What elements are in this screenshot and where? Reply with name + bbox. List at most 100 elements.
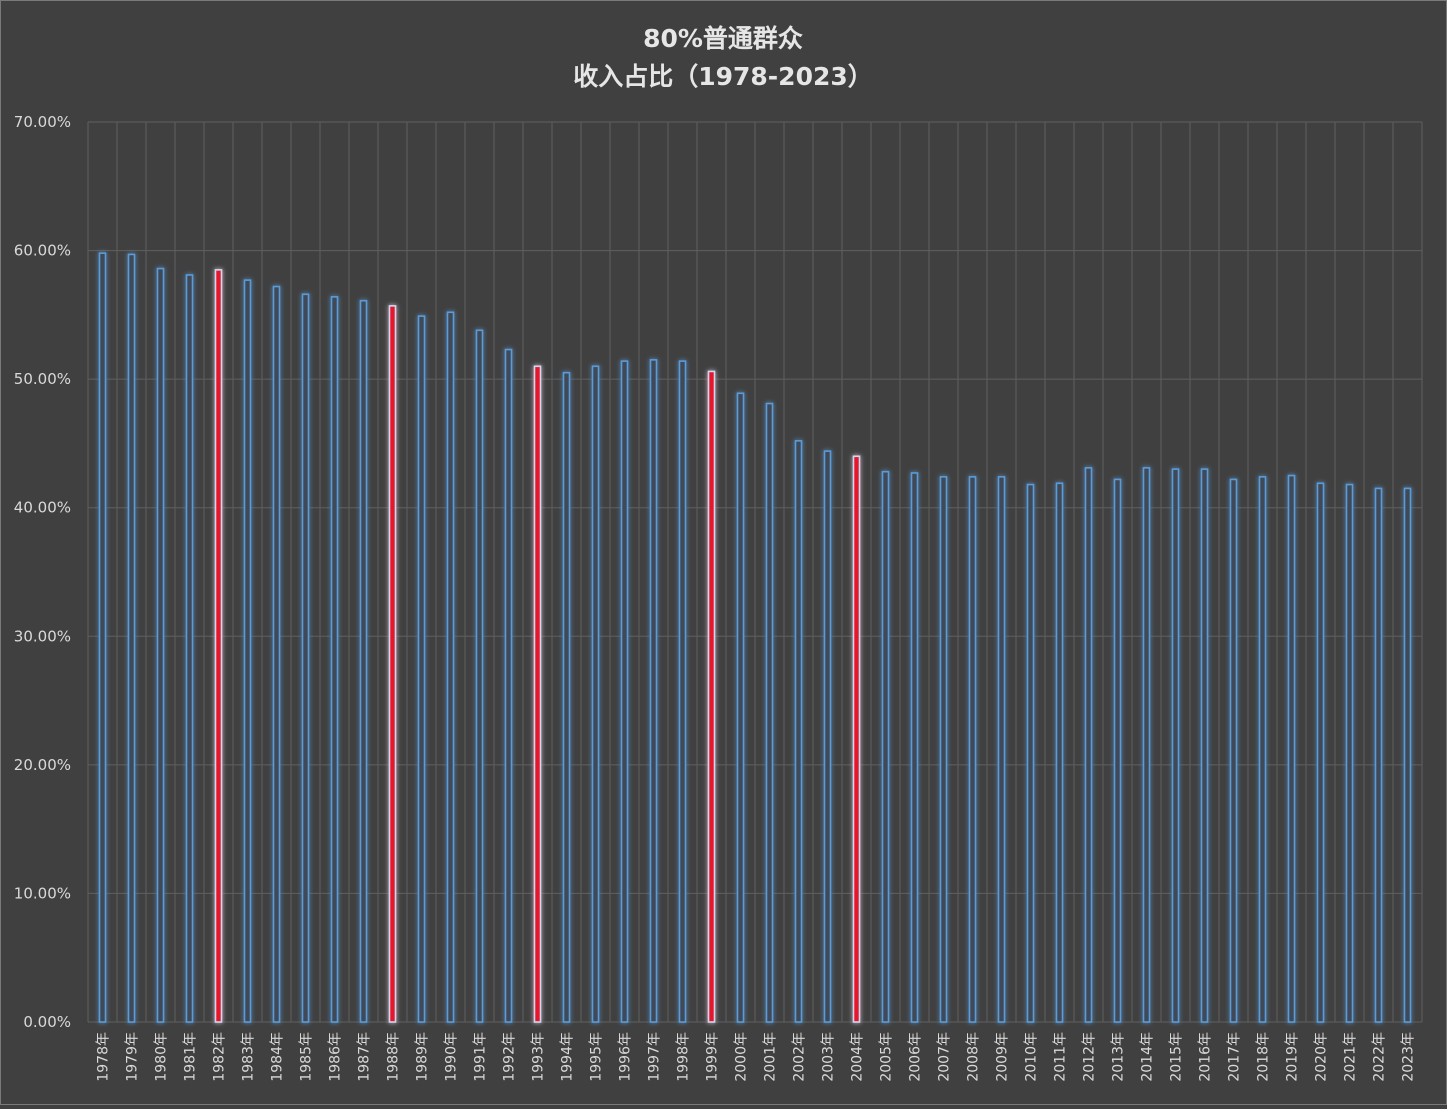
x-tick-label: 1988年	[386, 1032, 402, 1082]
x-tick-label: 1981年	[183, 1032, 199, 1082]
bar	[417, 315, 426, 1023]
bar	[562, 371, 571, 1023]
bar	[301, 293, 310, 1023]
x-tick-label: 1995年	[589, 1032, 605, 1082]
y-tick-label: 10.00%	[14, 884, 71, 902]
x-axis: 1978年 1979年 1980年 1981年 1982年 1983年 1984年 1985年…	[96, 1032, 1417, 1082]
x-tick-label: 1986年	[328, 1032, 344, 1082]
x-tick-label: 1993年	[531, 1032, 547, 1082]
bar	[1200, 468, 1209, 1023]
bar-highlighted	[707, 370, 716, 1023]
bar	[910, 472, 919, 1023]
x-tick-label: 2020年	[1314, 1032, 1330, 1082]
x-tick-label: 2021年	[1343, 1032, 1359, 1082]
x-tick-label: 1994年	[560, 1032, 576, 1082]
bar	[1113, 478, 1122, 1023]
bar	[678, 360, 687, 1023]
chart-title-line-2: 收入占比（1978-2023）	[573, 62, 873, 91]
bar	[591, 365, 600, 1023]
bar	[765, 402, 774, 1023]
bar	[1084, 467, 1093, 1023]
x-tick-label: 1980年	[154, 1032, 170, 1082]
x-tick-label: 2005年	[879, 1032, 895, 1082]
x-tick-label: 2010年	[1024, 1032, 1040, 1082]
bar	[1055, 482, 1064, 1023]
bar	[156, 267, 165, 1023]
x-tick-label: 2008年	[966, 1032, 982, 1082]
y-tick-label: 50.00%	[14, 370, 71, 388]
y-tick-label: 60.00%	[14, 242, 71, 260]
x-tick-label: 2000年	[734, 1032, 750, 1082]
bars	[98, 252, 1412, 1023]
x-tick-label: 2011年	[1053, 1032, 1069, 1082]
bar	[1403, 487, 1412, 1023]
x-tick-label: 2018年	[1256, 1032, 1272, 1082]
x-tick-label: 1991年	[473, 1032, 489, 1082]
bar-highlighted	[214, 269, 223, 1023]
bar	[823, 450, 832, 1023]
x-tick-label: 1992年	[502, 1032, 518, 1082]
x-tick-label: 1983年	[241, 1032, 257, 1082]
bar	[881, 470, 890, 1023]
y-tick-label: 30.00%	[14, 627, 71, 645]
x-tick-label: 2009年	[995, 1032, 1011, 1082]
bar	[446, 311, 455, 1023]
y-axis: 0.00% 10.00% 20.00% 30.00% 40.00% 50.00% 60.00…	[14, 113, 71, 1031]
y-tick-label: 20.00%	[14, 756, 71, 774]
bar-highlighted	[852, 455, 861, 1023]
y-tick-label: 40.00%	[14, 499, 71, 517]
bar	[185, 274, 194, 1023]
x-tick-label: 2016年	[1198, 1032, 1214, 1082]
bar	[1142, 467, 1151, 1023]
x-tick-label: 1998年	[676, 1032, 692, 1082]
bar	[968, 476, 977, 1023]
x-tick-label: 2015年	[1169, 1032, 1185, 1082]
y-tick-label: 70.00%	[14, 113, 71, 131]
x-tick-label: 2007年	[937, 1032, 953, 1082]
bar	[272, 285, 281, 1023]
bar-highlighted	[388, 305, 397, 1023]
bar	[649, 359, 658, 1023]
bar	[127, 253, 136, 1023]
x-tick-label: 2012年	[1082, 1032, 1098, 1082]
x-tick-label: 1982年	[212, 1032, 228, 1082]
x-tick-label: 1985年	[299, 1032, 315, 1082]
x-tick-label: 2013年	[1111, 1032, 1127, 1082]
x-tick-label: 2001年	[763, 1032, 779, 1082]
y-tick-label: 0.00%	[23, 1013, 71, 1031]
x-tick-label: 1990年	[444, 1032, 460, 1082]
bar	[475, 329, 484, 1023]
bar	[1258, 476, 1267, 1023]
bar	[243, 279, 252, 1023]
bar	[1287, 474, 1296, 1023]
x-tick-label: 1978年	[96, 1032, 112, 1082]
gridlines	[87, 121, 1423, 1023]
bar	[736, 392, 745, 1023]
bar	[98, 252, 107, 1023]
bar-highlighted	[533, 365, 542, 1023]
bar	[1171, 468, 1180, 1023]
x-tick-label: 2014年	[1140, 1032, 1156, 1082]
bar	[1026, 483, 1035, 1023]
x-tick-label: 1987年	[357, 1032, 373, 1082]
x-tick-label: 1997年	[647, 1032, 663, 1082]
x-tick-label: 1989年	[415, 1032, 431, 1082]
x-tick-label: 2022年	[1372, 1032, 1388, 1082]
bar	[1316, 482, 1325, 1023]
bar	[939, 476, 948, 1023]
bar	[1345, 483, 1354, 1023]
bar	[794, 440, 803, 1023]
bar	[1229, 478, 1238, 1023]
x-tick-label: 2017年	[1227, 1032, 1243, 1082]
bar	[330, 296, 339, 1023]
x-tick-label: 2002年	[792, 1032, 808, 1082]
x-tick-label: 2023年	[1401, 1032, 1417, 1082]
x-tick-label: 2006年	[908, 1032, 924, 1082]
bar	[620, 360, 629, 1023]
x-tick-label: 2003年	[821, 1032, 837, 1082]
bar	[504, 348, 513, 1023]
bar	[997, 476, 1006, 1023]
x-tick-label: 1996年	[618, 1032, 634, 1082]
